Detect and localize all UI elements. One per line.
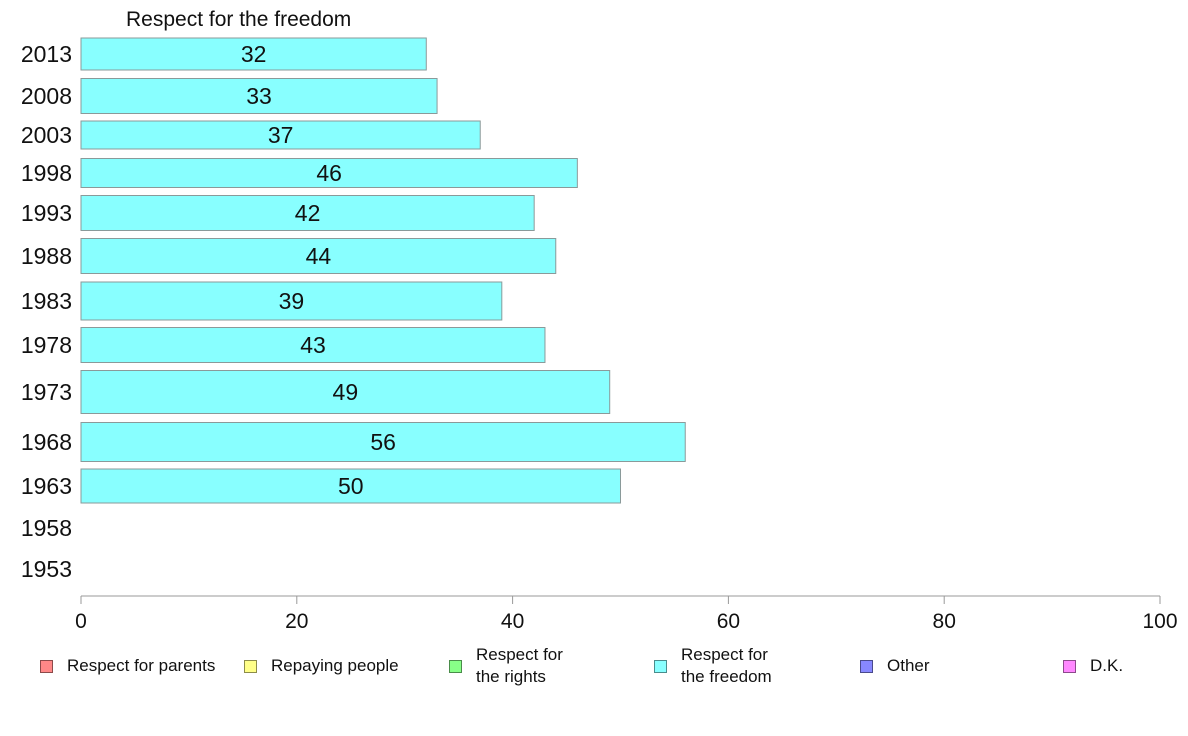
x-axis: 0 20 40 60 80 100 (75, 595, 1178, 633)
y-tick-label: 1968 (21, 429, 72, 455)
bar-data-label: 49 (333, 379, 359, 405)
bar-data-label: 39 (279, 288, 305, 314)
bar-data-label: 33 (246, 83, 272, 109)
y-tick-label: 1958 (21, 515, 72, 541)
bar-data-label: 43 (300, 332, 326, 358)
legend-label: Respect for parents (67, 656, 216, 675)
bar (80, 120, 481, 150)
legend-item: Repaying people (244, 642, 399, 690)
x-tick-label: 40 (501, 610, 524, 633)
legend-label: Repaying people (271, 656, 399, 675)
legend: Respect for parents Repaying people Respec… (0, 642, 1188, 692)
legend-item: Other (860, 642, 930, 690)
x-tick-label: 20 (285, 610, 308, 633)
x-tick-label: 0 (75, 610, 87, 633)
y-tick-labels: 2013 2008 2003 1998 1993 1988 1983 1978 1973 1968… (21, 41, 72, 582)
y-tick-label: 1983 (21, 288, 72, 314)
legend-item: Respect for the rights (449, 642, 563, 690)
legend-swatch (244, 659, 257, 673)
bar-data-label: 56 (370, 429, 396, 455)
y-tick-label: 1973 (21, 379, 72, 405)
y-tick-label: 1993 (21, 200, 72, 226)
bar-data-label: 44 (306, 243, 332, 269)
bar (80, 468, 621, 504)
y-tick-label: 2008 (21, 83, 72, 109)
y-tick-label: 2003 (21, 122, 72, 148)
bar (80, 195, 535, 231)
bar-data-label: 46 (316, 160, 342, 186)
bar (80, 281, 503, 321)
chart-title: Respect for the freedom (126, 8, 351, 31)
bar (80, 422, 686, 462)
bar-data-label: 50 (338, 473, 364, 499)
legend-item: Respect for parents (40, 642, 215, 690)
legend-item: Respect for the freedom (654, 642, 772, 690)
legend-swatch (654, 659, 667, 673)
bar (80, 158, 578, 188)
legend-label: Other (887, 656, 930, 675)
legend-swatch (449, 659, 462, 673)
legend-label: Respect for the freedom (681, 645, 772, 686)
x-tick-label: 80 (933, 610, 956, 633)
legend-swatch (40, 659, 53, 673)
bar (80, 370, 611, 414)
y-tick-label: 1978 (21, 332, 72, 358)
y-tick-label: 1988 (21, 243, 72, 269)
legend-item: D.K. (1063, 642, 1123, 690)
bar (80, 78, 438, 114)
bar-data-label: 37 (268, 122, 294, 148)
bar (80, 238, 557, 274)
x-tick-label: 60 (717, 610, 740, 633)
bar-data-label: 42 (295, 200, 321, 226)
y-tick-label: 1953 (21, 556, 72, 582)
legend-swatch (860, 659, 873, 673)
x-tick-label: 100 (1142, 610, 1177, 633)
bar (80, 327, 546, 363)
bar (80, 37, 427, 71)
y-tick-label: 2013 (21, 41, 72, 67)
legend-label: Respect for the rights (476, 645, 563, 686)
legend-label: D.K. (1090, 656, 1124, 675)
y-tick-label: 1998 (21, 160, 72, 186)
bar-data-label: 32 (241, 41, 267, 67)
legend-swatch (1063, 659, 1076, 673)
y-tick-label: 1963 (21, 473, 72, 499)
